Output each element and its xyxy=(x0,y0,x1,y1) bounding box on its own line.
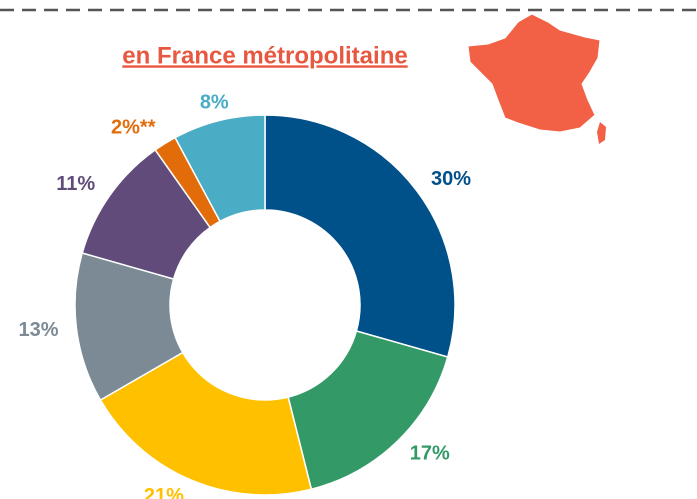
donut-slice xyxy=(99,351,313,496)
data-label: 21% xyxy=(144,485,184,499)
data-label: 11% xyxy=(56,173,95,195)
data-label: 8% xyxy=(200,92,229,114)
data-label: 30% xyxy=(431,168,471,190)
france-map xyxy=(467,13,601,133)
corsica-map xyxy=(597,122,606,144)
chart-title: en France métropolitaine xyxy=(122,42,407,69)
data-label: 13% xyxy=(19,319,59,341)
donut-slice xyxy=(287,330,449,491)
data-label: 2%** xyxy=(111,116,156,138)
donut-slice xyxy=(264,114,456,358)
donut-slice xyxy=(174,114,266,223)
data-label: 17% xyxy=(410,443,450,465)
